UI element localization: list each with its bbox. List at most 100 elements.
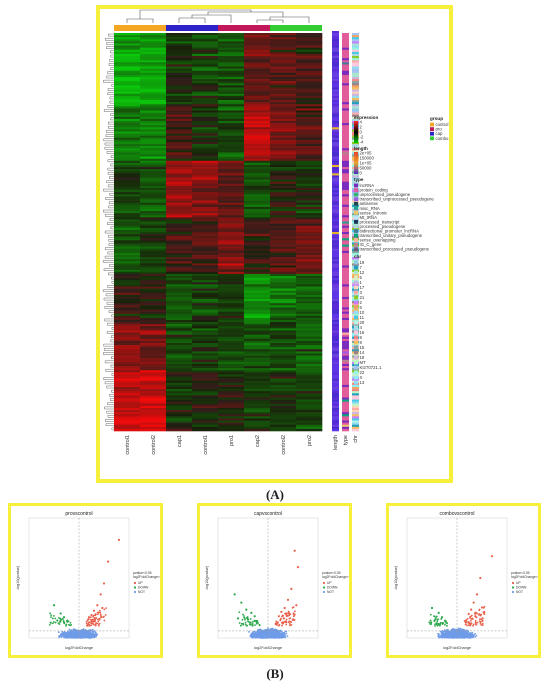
heatmap-cell xyxy=(218,64,245,67)
chr-legend-item-swatch xyxy=(354,325,358,330)
dendrogram-branch xyxy=(106,130,114,133)
heatmap-cell xyxy=(114,66,141,69)
chr-track-cell xyxy=(352,420,359,423)
chr-track-cell xyxy=(352,87,359,90)
heatmap-cell xyxy=(218,397,245,400)
heatmap-cell xyxy=(244,294,271,298)
heatmap-cell xyxy=(218,47,245,51)
heatmap-cell xyxy=(296,424,323,428)
track-label: length xyxy=(333,435,339,450)
dendrogram-branch xyxy=(104,230,114,234)
heatmap-cell xyxy=(140,426,167,430)
length-track-cell xyxy=(332,45,339,48)
heatmap-cell xyxy=(218,428,245,432)
heatmap-cell xyxy=(296,200,323,203)
heatmap-cell xyxy=(192,244,219,247)
heatmap-cell xyxy=(296,110,323,113)
chr-legend-item-label: 2 xyxy=(360,300,363,305)
heatmap-cell xyxy=(114,280,141,283)
type-track-cell xyxy=(342,35,349,38)
down-point xyxy=(62,616,66,619)
panel-a-caption: (A) xyxy=(265,487,285,502)
length-track-cell xyxy=(332,374,339,377)
heatmap-cell xyxy=(270,227,297,231)
heatmap-cell xyxy=(296,351,323,354)
type-track-cell xyxy=(342,307,349,310)
heatmap-cell xyxy=(140,378,167,382)
heatmap-cell xyxy=(114,353,141,356)
heatmap-cell xyxy=(140,424,167,428)
heatmap-cell xyxy=(166,89,193,92)
heatmap-cell xyxy=(270,45,297,48)
heatmap-cell xyxy=(114,338,141,342)
heatmap-cell xyxy=(296,208,323,212)
heatmap-cell xyxy=(296,288,323,291)
heatmap-cell xyxy=(140,399,167,402)
volcano-title: capvscontrol xyxy=(254,511,282,517)
heatmap-cell xyxy=(244,171,271,174)
heatmap-cell xyxy=(114,104,141,107)
heatmap-cell xyxy=(270,169,297,172)
heatmap-cell xyxy=(270,133,297,136)
length-track-cell xyxy=(332,125,339,128)
heatmap-cell xyxy=(218,227,245,231)
heatmap-cell xyxy=(244,53,271,57)
type-legend-item-swatch xyxy=(354,224,358,229)
heatmap-cell xyxy=(270,345,297,348)
dendrogram-branch xyxy=(108,310,114,313)
heatmap-cell xyxy=(244,81,271,84)
heatmap-cell xyxy=(244,384,271,388)
up-point xyxy=(90,624,92,627)
heatmap-cell xyxy=(296,100,323,103)
heatmap-cell xyxy=(270,158,297,162)
heatmap-cell xyxy=(192,104,219,107)
up-point xyxy=(92,620,95,623)
length-track-cell xyxy=(332,326,339,329)
type-track-cell xyxy=(342,175,349,178)
length-track-cell xyxy=(332,393,339,396)
column-label: pro2 xyxy=(307,435,313,446)
heatmap-cell xyxy=(166,162,193,166)
heatmap-cell xyxy=(140,361,167,365)
heatmap-cell xyxy=(296,123,323,126)
length-track-cell xyxy=(332,244,339,247)
heatmap-cell xyxy=(140,374,167,377)
heatmap-cell xyxy=(270,319,297,323)
heatmap-cell xyxy=(270,250,297,254)
length-track-cell xyxy=(332,407,339,411)
heatmap-cell xyxy=(270,273,297,277)
heatmap-cell xyxy=(114,317,141,321)
length-track-cell xyxy=(332,179,339,183)
heatmap-cell xyxy=(270,112,297,115)
type-track-cell xyxy=(342,202,349,206)
type-track-cell xyxy=(342,343,349,346)
heatmap-cell xyxy=(114,418,141,421)
chr-legend-item-label: 11 xyxy=(360,315,365,320)
heatmap-cell xyxy=(270,146,297,149)
heatmap-cell xyxy=(270,269,297,273)
heatmap-cell xyxy=(244,357,271,361)
heatmap-cell xyxy=(114,206,141,210)
dendrogram-branch xyxy=(104,318,114,322)
type-track-cell xyxy=(342,420,349,423)
heatmap-cell xyxy=(218,162,245,166)
heatmap-cell xyxy=(218,336,245,340)
heatmap-cell xyxy=(218,395,245,398)
type-track-cell xyxy=(342,213,349,216)
legend-threshold-text: log2FoldChange>0 xyxy=(133,575,160,579)
type-legend-item-label: sense_intronic xyxy=(360,210,389,215)
heatmap-cell xyxy=(140,284,167,287)
chr-legend-item-label: 10 xyxy=(360,310,365,315)
column-label: control2 xyxy=(151,435,157,455)
heatmap-cell xyxy=(192,265,219,268)
heatmap-cell xyxy=(296,334,323,338)
length-track-cell xyxy=(332,252,339,256)
heatmap-cell xyxy=(114,41,141,44)
heatmap-cell xyxy=(166,332,193,335)
heatmap-cell xyxy=(114,120,141,124)
up-point xyxy=(105,607,108,610)
heatmap-cell xyxy=(192,389,219,392)
down-point xyxy=(59,621,61,623)
column-label: cap1 xyxy=(177,435,183,447)
heatmap-cell xyxy=(218,248,245,252)
